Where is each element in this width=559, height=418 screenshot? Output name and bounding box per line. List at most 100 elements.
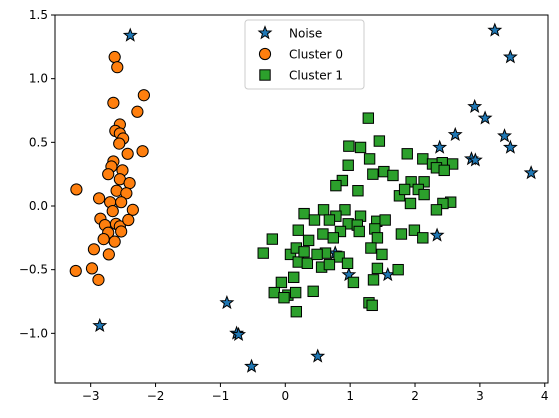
square-point — [323, 258, 336, 271]
square-point — [333, 251, 345, 263]
square-point — [418, 176, 430, 188]
data-points — [69, 22, 539, 373]
x-tick-label: −2 — [147, 389, 165, 403]
circle-point — [87, 243, 101, 256]
star-point — [231, 326, 247, 341]
square-point — [288, 271, 300, 284]
square-point — [362, 112, 375, 124]
y-tick-label: 0.0 — [29, 199, 48, 213]
square-point — [317, 228, 329, 240]
square-point — [373, 135, 386, 147]
x-tick-label: −1 — [212, 389, 230, 403]
y-tick-label: −0.5 — [19, 263, 48, 277]
x-axis: −3 −2 −1 0 1 2 3 4 — [82, 383, 549, 403]
star-point — [432, 139, 448, 154]
y-tick-label: −1.0 — [19, 326, 48, 340]
square-point — [339, 204, 351, 216]
square-point — [446, 158, 459, 170]
square-point — [395, 228, 408, 240]
square-point — [275, 276, 288, 289]
square-point — [354, 141, 367, 154]
legend: Noise Cluster 0 Cluster 1 — [244, 19, 365, 90]
square-point — [371, 232, 384, 244]
x-tick-label: 1 — [346, 389, 354, 403]
axes-frame — [54, 14, 549, 384]
square-point — [438, 164, 450, 177]
square-point — [327, 232, 339, 244]
square-point — [437, 197, 449, 210]
square-point — [257, 247, 269, 259]
square-point — [366, 299, 378, 312]
circle-point — [108, 50, 121, 64]
star-point — [487, 22, 503, 37]
series-noise — [92, 22, 539, 373]
square-point — [301, 257, 314, 270]
x-tick-label: 4 — [541, 389, 549, 403]
star-point — [429, 227, 445, 242]
square-point — [343, 140, 355, 152]
square-point — [353, 225, 365, 238]
square-point — [334, 225, 347, 238]
series-cluster-1 — [257, 112, 459, 318]
y-tick-label: 0.5 — [29, 135, 48, 149]
star-point — [380, 266, 396, 282]
square-point — [352, 185, 364, 197]
star-point — [477, 110, 493, 125]
circle-point — [121, 147, 134, 160]
star-point — [122, 27, 138, 42]
square-point — [284, 248, 297, 261]
circle-point — [115, 196, 128, 209]
square-point — [417, 232, 429, 244]
circle-point — [137, 89, 150, 102]
square-point — [308, 214, 321, 226]
square-point — [330, 179, 342, 192]
square-point — [289, 286, 302, 299]
square-point — [418, 188, 430, 201]
square-point — [367, 274, 380, 286]
square-point — [430, 204, 443, 216]
circle-point — [106, 204, 119, 218]
square-point — [408, 224, 421, 236]
square-point — [278, 291, 290, 304]
square-point — [323, 214, 336, 226]
star-point — [497, 128, 512, 143]
star-point — [310, 348, 326, 363]
square-point — [379, 214, 391, 226]
y-tick-label: 1.0 — [29, 72, 48, 86]
circle-point — [111, 61, 124, 74]
x-tick-label: −3 — [82, 389, 100, 403]
legend-label: Noise — [289, 27, 322, 41]
square-point — [341, 257, 354, 270]
star-point — [219, 294, 235, 310]
circle-point — [113, 137, 126, 150]
square-point — [268, 286, 280, 299]
x-tick-label: 2 — [411, 389, 419, 403]
series-cluster-0 — [69, 50, 150, 286]
square-point — [317, 204, 330, 216]
y-axis: −1.0 −0.5 0.0 0.5 1.0 1.5 — [19, 8, 55, 340]
square-point — [342, 159, 354, 171]
star-point — [467, 152, 483, 167]
circle-point — [70, 183, 83, 196]
circle-point — [92, 273, 105, 286]
square-point — [365, 242, 377, 254]
circle-point — [97, 233, 110, 246]
square-point — [371, 262, 384, 275]
square-point — [290, 305, 303, 318]
square-point — [387, 169, 399, 182]
star-point — [447, 126, 463, 142]
square-point — [398, 183, 411, 196]
legend-circle-icon — [258, 47, 272, 61]
circle-point — [115, 225, 128, 238]
circle-point — [93, 192, 106, 205]
x-tick-label: 0 — [281, 389, 289, 403]
circle-point — [126, 203, 139, 216]
legend-square-icon — [259, 69, 271, 81]
legend-box — [244, 19, 365, 90]
square-point — [363, 153, 376, 165]
square-point — [401, 148, 413, 160]
star-point — [502, 49, 518, 64]
square-point — [266, 233, 279, 245]
legend-star-icon — [257, 25, 273, 40]
